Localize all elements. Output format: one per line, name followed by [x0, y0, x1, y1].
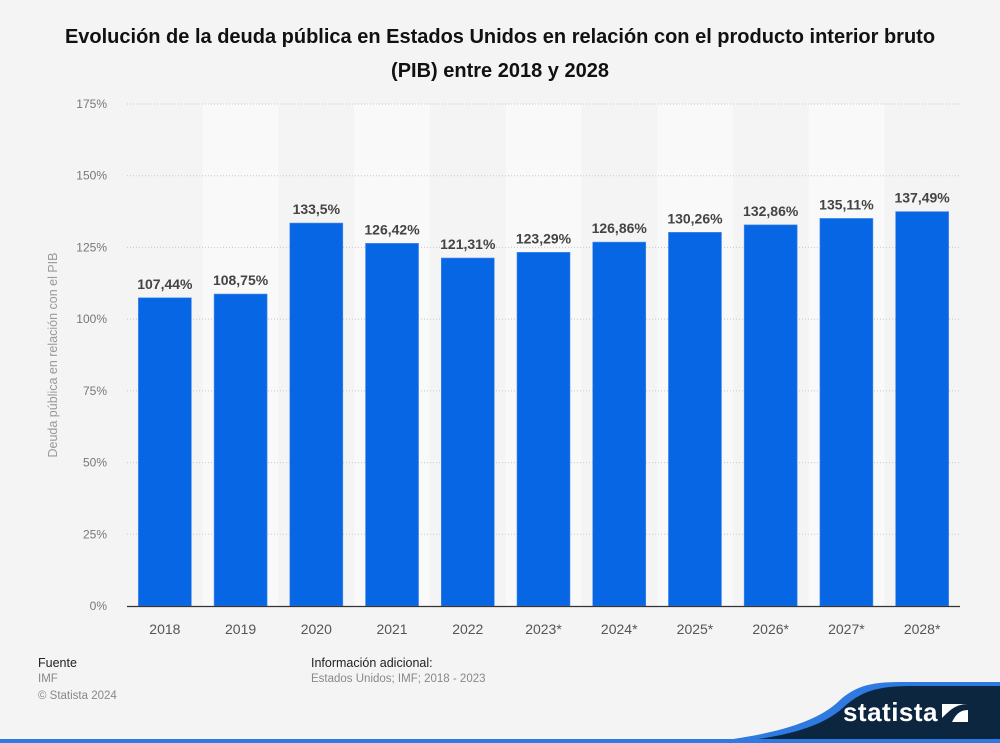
bar [819, 218, 874, 607]
data-label: 133,5% [293, 201, 341, 217]
brand-swoosh-dark [720, 686, 1000, 743]
bar [592, 241, 647, 607]
y-tick-label: 100% [76, 312, 107, 326]
source-heading: Fuente [38, 656, 77, 670]
y-tick-label: 75% [83, 384, 107, 398]
y-axis-title: Deuda pública en relación con el PIB [46, 253, 60, 458]
x-tick-label: 2027* [828, 621, 865, 637]
bar [138, 297, 192, 607]
x-tick-label: 2028* [904, 621, 941, 637]
x-tick-label: 2022 [452, 621, 483, 637]
data-label: 107,44% [137, 276, 193, 292]
bars [138, 211, 949, 607]
y-tick-label: 0% [90, 599, 108, 613]
bar [743, 224, 798, 607]
y-tick-label: 150% [76, 169, 107, 183]
bottom-accent-bar [0, 739, 1000, 743]
info-heading: Información adicional: [311, 656, 433, 670]
y-tick-label: 50% [83, 456, 107, 470]
bar [289, 222, 344, 607]
data-label: 130,26% [667, 210, 723, 226]
data-label: 108,75% [213, 272, 269, 288]
bar [365, 243, 419, 607]
x-axis-labels: 2018 2019 2020 2021 2022 2023* 2024* 2025* 2026*… [149, 621, 941, 637]
statista-logo-icon [942, 704, 968, 722]
x-tick-label: 2026* [752, 621, 789, 637]
bar [440, 257, 495, 607]
x-tick-label: 2018 [149, 621, 180, 637]
chart-title: Evolución de la deuda pública en Estados… [64, 26, 936, 82]
y-axis-labels: 0% 25% 50% 75% 100% 125% 150% 175% [76, 97, 107, 613]
data-label: 132,86% [743, 203, 799, 219]
y-tick-label: 125% [76, 240, 107, 254]
data-label: 126,42% [364, 221, 420, 237]
x-tick-label: 2024* [601, 621, 638, 637]
x-tick-label: 2025* [677, 621, 714, 637]
y-tick-label: 25% [83, 527, 107, 541]
x-tick-label: 2023* [525, 621, 562, 637]
bar [895, 211, 949, 607]
x-tick-label: 2021 [376, 621, 407, 637]
data-label: 121,31% [440, 236, 496, 252]
y-tick-label: 175% [76, 97, 107, 111]
statista-logo-text[interactable]: statista [842, 697, 938, 727]
data-labels: 107,44% 108,75% 133,5% 126,42% 121,31% 123,29… [137, 190, 950, 292]
data-label: 135,11% [819, 196, 874, 212]
source-link[interactable]: IMF [38, 673, 58, 685]
bar [516, 252, 571, 607]
data-label: 137,49% [894, 190, 950, 206]
bar [213, 293, 268, 607]
x-tick-label: 2019 [225, 621, 256, 637]
x-tick-label: 2020 [301, 621, 332, 637]
info-text: Estados Unidos; IMF; 2018 - 2023 [311, 673, 486, 685]
data-label: 123,29% [516, 230, 572, 246]
copyright: © Statista 2024 [38, 690, 117, 702]
bar [668, 232, 722, 607]
data-label: 126,86% [592, 220, 648, 236]
